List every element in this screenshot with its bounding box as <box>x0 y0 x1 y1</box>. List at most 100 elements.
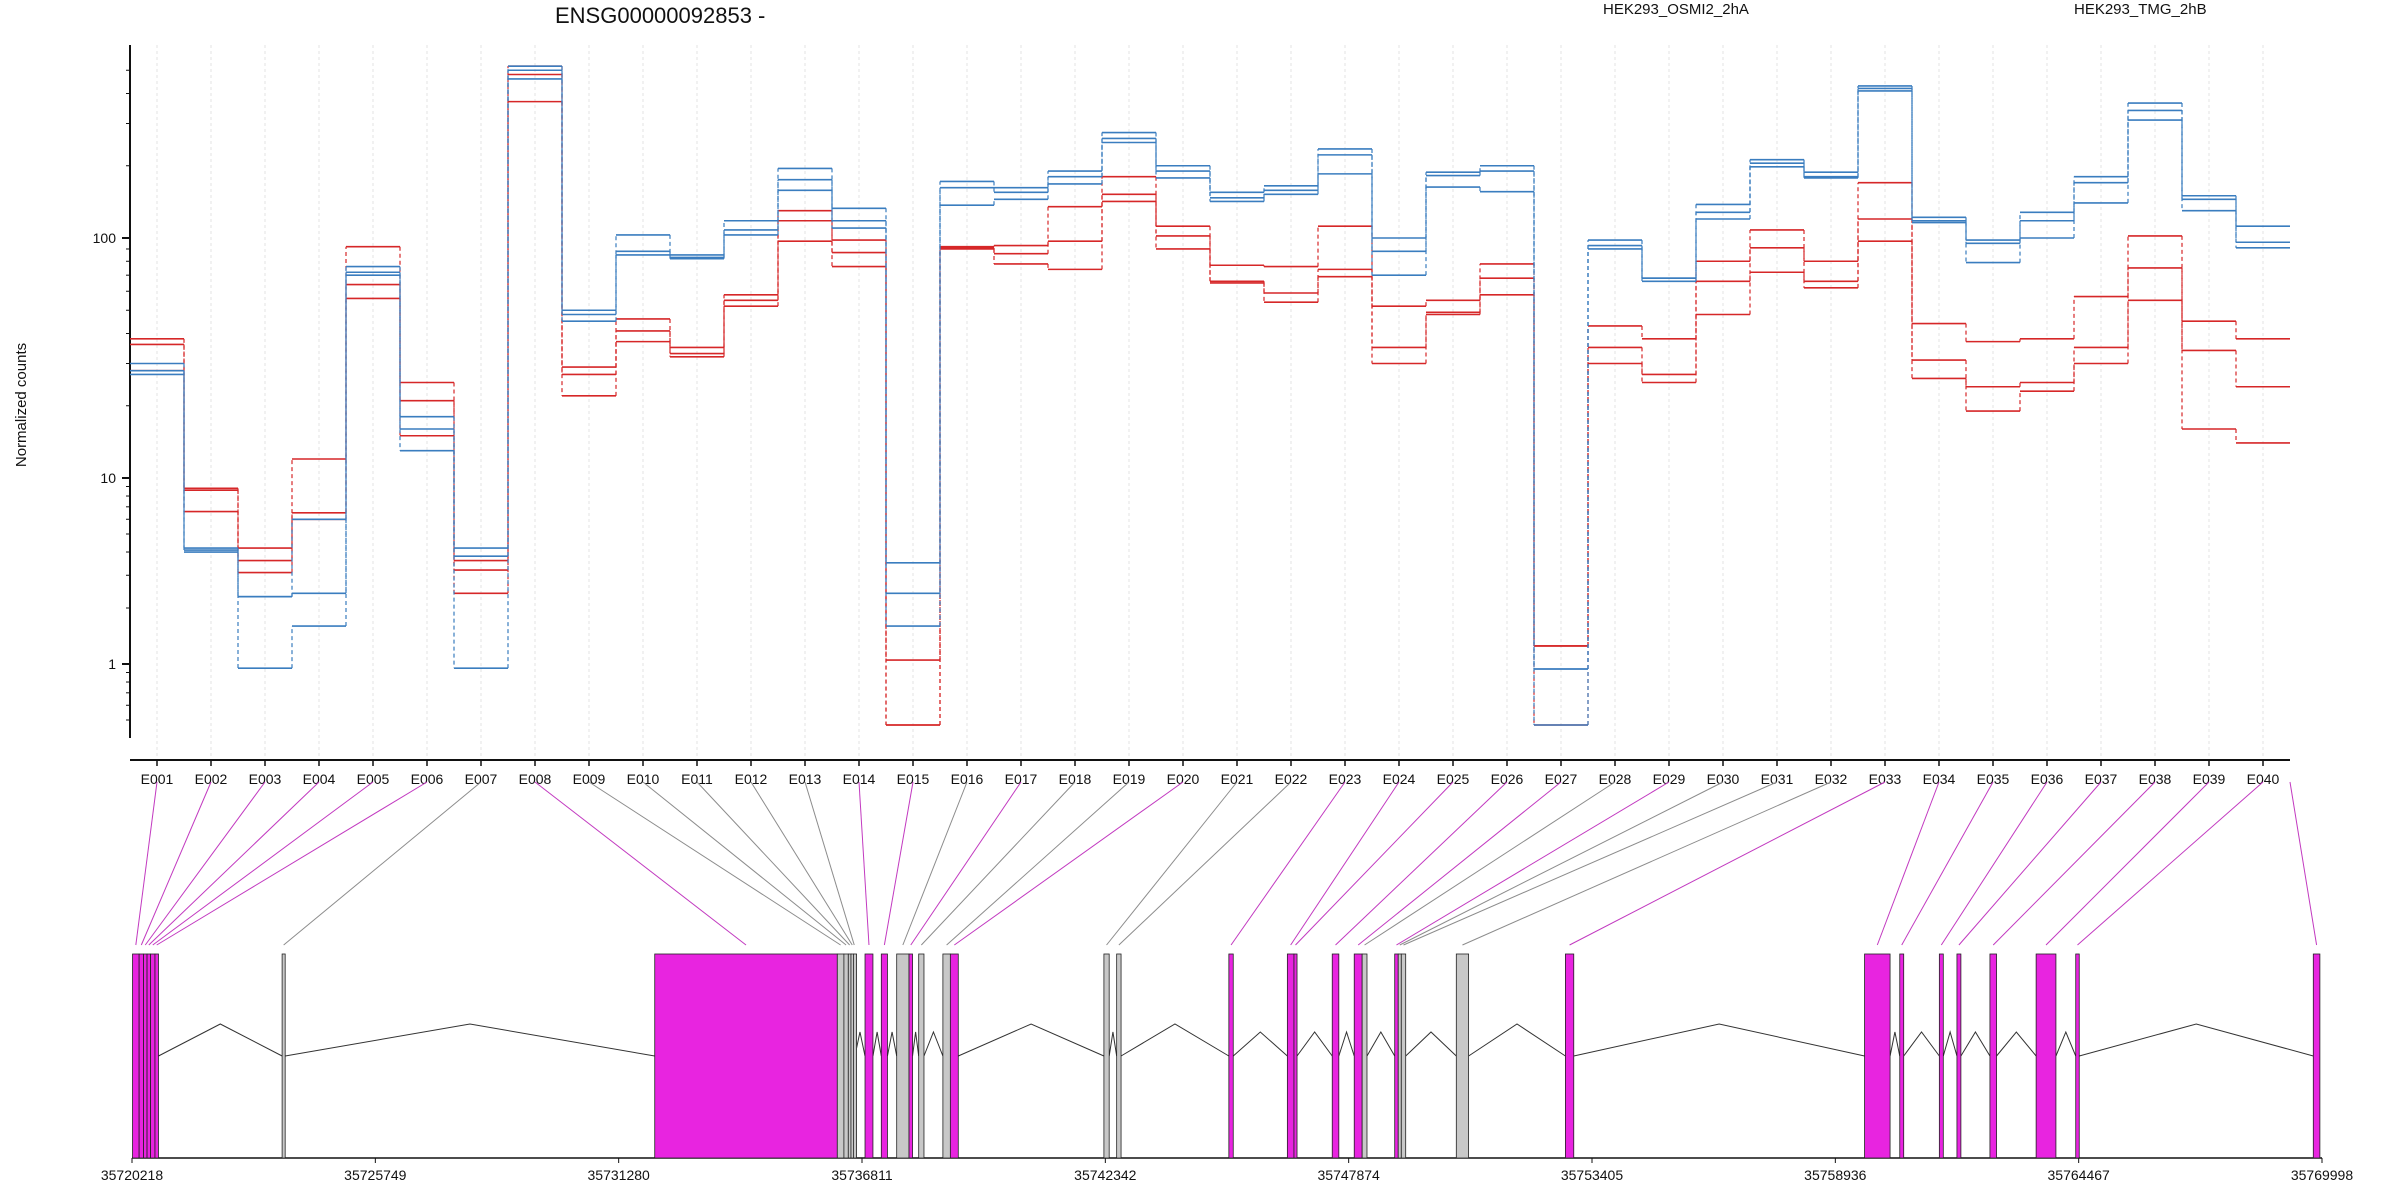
coord-label: 35769998 <box>2291 1167 2354 1183</box>
exon-box <box>1956 953 1962 1159</box>
x-tick-label: E006 <box>411 771 444 787</box>
exon-box <box>853 953 857 1159</box>
coord-label: 35736811 <box>831 1167 892 1183</box>
exon-link <box>696 781 850 946</box>
intron <box>872 1031 882 1057</box>
exon-box <box>1564 953 1575 1159</box>
exon-box <box>654 953 838 1159</box>
exon-link <box>1364 781 1616 946</box>
exon-link <box>858 781 870 946</box>
exon-link <box>156 781 428 946</box>
legend-label-osmi2: HEK293_OSMI2_2hA <box>1603 1 1749 18</box>
intron <box>285 1023 655 1057</box>
intron <box>1889 1031 1901 1057</box>
exon-box <box>1286 953 1295 1159</box>
exon-box <box>880 953 888 1159</box>
exon-link <box>1876 781 1940 946</box>
legend-label-tmg: HEK293_TMG_2hB <box>2074 1 2207 18</box>
x-tick-label: E029 <box>1653 771 1686 787</box>
exon-link <box>1118 781 1292 946</box>
x-tick-label: E026 <box>1491 771 1524 787</box>
exon-box <box>1400 953 1407 1159</box>
exon-box <box>154 953 159 1159</box>
exon-link <box>1396 781 1670 946</box>
exon-link <box>883 781 914 946</box>
exon-link <box>910 781 1022 946</box>
gene-model: 35720218 35725749 35731280 35736811 35742342… <box>101 953 2354 1183</box>
coord-label: 35742342 <box>1074 1167 1137 1183</box>
x-tick-label: E005 <box>357 771 390 787</box>
exon-box <box>1899 953 1905 1159</box>
exon-link <box>1335 781 1508 946</box>
coord-label: 35731280 <box>588 1167 651 1183</box>
exon-link <box>1958 781 2102 946</box>
x-tick-label: E032 <box>1815 771 1848 787</box>
x-tick-label: E034 <box>1923 771 1956 787</box>
x-tick-label: E036 <box>2031 771 2064 787</box>
exon-box <box>1455 953 1470 1159</box>
exon-box <box>150 953 156 1159</box>
intron <box>158 1023 283 1057</box>
exon-box <box>942 953 951 1159</box>
intron <box>958 1023 1105 1057</box>
exon-box <box>1293 953 1298 1159</box>
y-axis-label: Normalized counts <box>13 343 30 467</box>
x-tick-label: E021 <box>1221 771 1254 787</box>
chart-title: ENSG00000092853 - <box>555 3 765 28</box>
exon-box <box>146 953 151 1159</box>
exon-link <box>804 781 855 946</box>
exon-box <box>143 953 148 1159</box>
coord-label: 35747874 <box>1318 1167 1381 1183</box>
exon-link <box>1462 781 1832 946</box>
x-tick-label: E014 <box>843 771 876 787</box>
exon-box <box>949 953 959 1159</box>
x-tick-label: E039 <box>2193 771 2226 787</box>
x-tick-label: E011 <box>681 771 713 787</box>
exon-box <box>2075 953 2080 1159</box>
x-tick-label: E031 <box>1761 771 1794 787</box>
exon-box <box>1989 953 1997 1159</box>
coord-label: 35758936 <box>1804 1167 1867 1183</box>
exon-link <box>946 781 1130 946</box>
x-tick-label: E033 <box>1869 771 1902 787</box>
coord-label: 35753405 <box>1561 1167 1624 1183</box>
intron <box>1338 1030 1355 1057</box>
x-tick-label: E030 <box>1707 771 1740 787</box>
exon-box <box>1938 953 1944 1159</box>
x-tick-label: E018 <box>1059 771 1092 787</box>
exon-box <box>1394 953 1399 1159</box>
exon-link <box>283 781 482 946</box>
x-tick-label: E003 <box>249 771 282 787</box>
exon-link <box>2045 781 2210 946</box>
x-tick-label: E002 <box>195 771 228 787</box>
x-tick-label: E013 <box>789 771 822 787</box>
x-tick-label: E017 <box>1005 771 1038 787</box>
x-tick-label: E007 <box>465 771 498 787</box>
exon-box <box>132 953 140 1159</box>
intron <box>1120 1023 1230 1057</box>
exon-link <box>902 781 968 946</box>
exon-link <box>1357 781 1562 946</box>
exon-link <box>1230 781 1346 946</box>
exon-link <box>954 781 1184 946</box>
x-tick-label: E027 <box>1545 771 1578 787</box>
y-tick-label: 1 <box>108 656 116 672</box>
x-tick-label: E004 <box>303 771 336 787</box>
exon-box <box>1116 953 1122 1159</box>
exon-link <box>642 781 847 946</box>
x-tick-label: E025 <box>1437 771 1470 787</box>
intron <box>1573 1023 1865 1057</box>
x-tick-label: E016 <box>951 771 984 787</box>
x-tick-label: E024 <box>1383 771 1416 787</box>
x-tick-label: E022 <box>1275 771 1308 787</box>
exon-box <box>918 953 925 1159</box>
series-lines <box>130 65 2290 726</box>
exon-link <box>1399 781 1724 946</box>
intron <box>1366 1031 1396 1057</box>
intron <box>2055 1030 2077 1057</box>
coord-label: 35720218 <box>101 1167 164 1183</box>
exon-box <box>1103 953 1110 1159</box>
exon-link <box>152 781 374 946</box>
exon-box <box>281 953 286 1159</box>
